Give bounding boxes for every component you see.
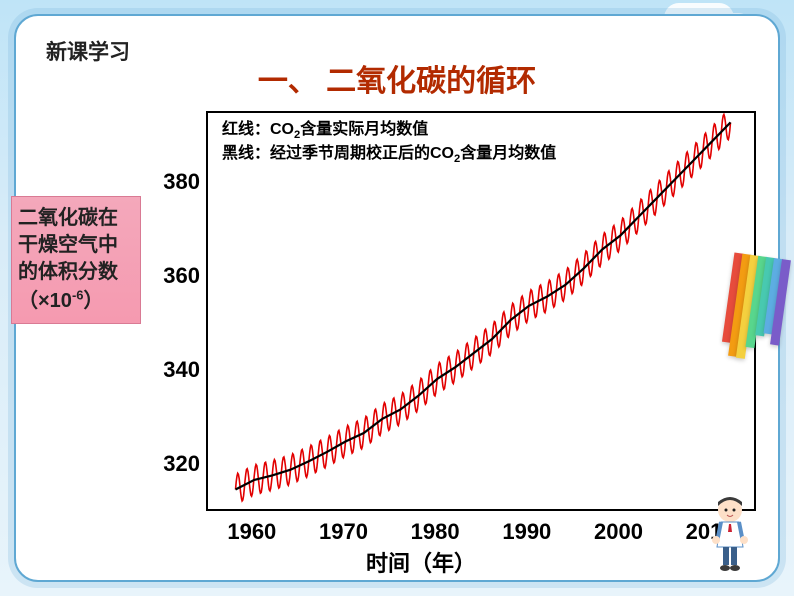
x-tick-label: 1960 [227,519,276,545]
y-axis-label-box: 二氧化碳在干燥空气中的体积分数（×10-6） [11,196,141,324]
x-tick-label: 1970 [319,519,368,545]
y-axis-label: 二氧化碳在干燥空气中的体积分数（×10-6） [18,207,118,312]
y-tick-label: 360 [163,263,200,289]
y-tick-label: 380 [163,169,200,195]
co2-chart: 红线：CO2含量实际月均数值黑线：经过季节周期校正后的CO2含量月均数值 320… [156,111,756,576]
black-series-line [236,122,731,489]
content-frame: 新课学习 一、 二氧化碳的循环 二氧化碳在干燥空气中的体积分数（×10-6） 红… [14,14,780,582]
y-tick-label: 340 [163,357,200,383]
plot-area: 红线：CO2含量实际月均数值黑线：经过季节周期校正后的CO2含量月均数值 [206,111,756,511]
x-axis-label: 时间（年） [366,546,476,578]
color-bars-decoration [721,253,791,363]
student-illustration [703,492,758,572]
x-tick-label: 2000 [594,519,643,545]
page-title: 一、 二氧化碳的循环 [16,56,778,100]
chart-svg [208,113,758,513]
y-tick-label: 320 [163,451,200,477]
x-tick-label: 1990 [502,519,551,545]
x-tick-label: 1980 [411,519,460,545]
red-series-line [236,114,731,501]
